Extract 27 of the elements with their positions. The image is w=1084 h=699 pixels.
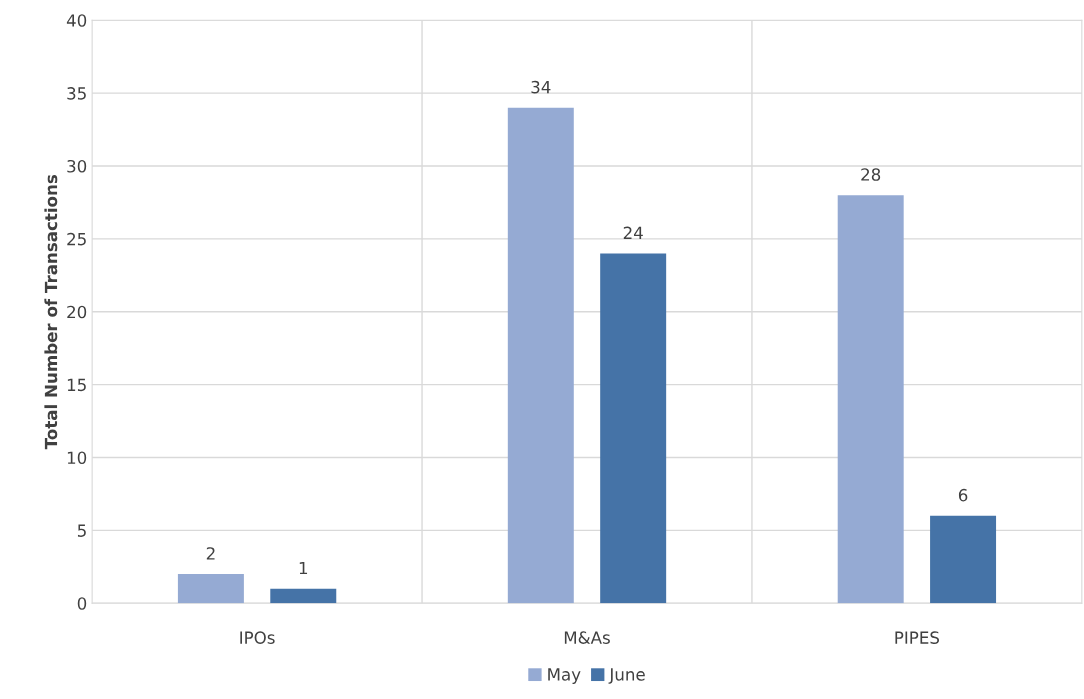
x-tick-label: M&As [564, 631, 610, 644]
y-tick-label: 10 [67, 451, 87, 465]
y-tick-label: 30 [67, 159, 87, 173]
bar [600, 253, 667, 604]
bar [177, 574, 244, 604]
legend-label: June [608, 668, 645, 684]
y-tick-label: 25 [67, 232, 86, 246]
data-label: 24 [623, 226, 643, 239]
legend-label: May [548, 668, 581, 684]
bar [930, 515, 997, 604]
y-tick-label: 0 [77, 597, 87, 610]
y-axis-title: Total Number of Transactions [44, 174, 58, 450]
data-label: 34 [531, 80, 551, 94]
data-label: 6 [958, 488, 968, 502]
data-label: 1 [299, 561, 308, 575]
y-tick-label: 15 [67, 378, 86, 392]
data-label: 2 [206, 547, 215, 560]
data-label: 28 [861, 168, 881, 181]
y-tick-label: 40 [66, 14, 87, 27]
bar [507, 107, 574, 604]
bar [270, 588, 337, 604]
x-tick-label: PIPES [895, 631, 940, 644]
y-tick-label: 35 [67, 87, 86, 100]
bar [837, 195, 904, 604]
y-tick-label: 5 [77, 524, 86, 537]
x-tick-label: IPOs [240, 631, 275, 644]
y-tick-label: 20 [67, 305, 87, 319]
